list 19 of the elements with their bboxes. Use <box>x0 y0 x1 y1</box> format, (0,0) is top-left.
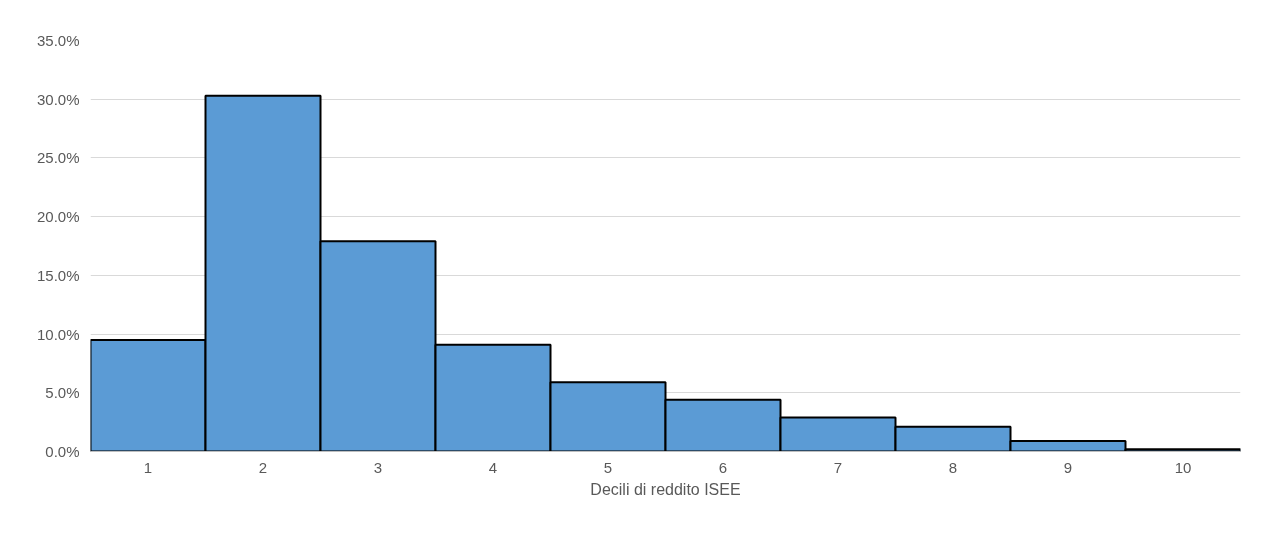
x-tick-label: 1 <box>143 458 153 476</box>
y-tick-label: 15.0% <box>36 266 80 284</box>
x-axis-title: Decili di reddito ISEE <box>590 480 741 498</box>
y-tick-label: 0.0% <box>45 443 80 460</box>
x-tick-label: 6 <box>718 458 728 476</box>
x-tick-label: 2 <box>258 458 268 476</box>
y-tick-label: 10.0% <box>36 325 80 343</box>
x-tick-label: 7 <box>833 458 843 476</box>
y-tick-label: 30.0% <box>36 90 80 108</box>
x-tick-label: 10 <box>1174 458 1192 476</box>
x-tick-label: 9 <box>1063 458 1073 476</box>
y-tick-label: 20.0% <box>36 208 80 226</box>
y-tick-label: 5.0% <box>45 384 80 402</box>
x-tick-label: 4 <box>488 458 498 476</box>
y-tick-label: 25.0% <box>36 149 80 167</box>
x-tick-label: 5 <box>603 458 613 476</box>
x-tick-label: 3 <box>373 458 383 476</box>
y-tick-label: 35.0% <box>36 32 80 49</box>
x-tick-label: 8 <box>948 458 958 476</box>
